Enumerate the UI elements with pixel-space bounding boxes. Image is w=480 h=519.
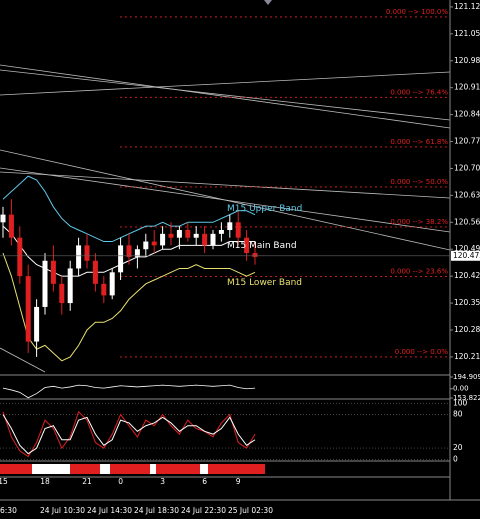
- date-label: 25 Jul 02:30: [228, 506, 273, 515]
- y-tick-label: 121.120: [454, 2, 480, 11]
- fib-label: 0.000 --> 61.8%: [390, 138, 448, 146]
- fib-label: 0.000 --> 50.0%: [390, 178, 448, 186]
- candle-body: [134, 249, 140, 257]
- trend-line: [0, 69, 451, 121]
- y-tick-label: 120.210: [454, 352, 480, 361]
- band-line: [2, 252, 256, 362]
- x-tick-label: 21: [82, 477, 92, 486]
- date-label: 24 Jul 18:30: [134, 506, 179, 515]
- date-label: 24 Jul 10:30: [40, 506, 85, 515]
- fib-label: 0.000 --> 23.6%: [390, 268, 448, 276]
- candle-body: [185, 230, 191, 238]
- y-tick-label: 120.560: [454, 217, 480, 226]
- y-tick-label: 120.770: [454, 137, 480, 146]
- candle-body: [210, 233, 216, 246]
- y-tick-label: 120.490: [454, 244, 480, 253]
- candle-body: [252, 253, 258, 257]
- y-tick-label: 80: [453, 410, 463, 419]
- trend-line: [0, 167, 451, 233]
- signal-bar: [200, 464, 208, 474]
- candle-body: [244, 237, 250, 254]
- date-label: 24 Jul 22:30: [181, 506, 226, 515]
- candle-body: [118, 245, 124, 273]
- candle-body: [84, 245, 90, 261]
- y-tick-label: 20: [453, 443, 463, 452]
- fib-label: 0.000 --> 0.0%: [395, 348, 449, 356]
- candle-body: [151, 241, 157, 246]
- candle-body: [227, 222, 233, 230]
- candle-body: [235, 222, 241, 238]
- y-tick-label: 121.050: [454, 29, 480, 38]
- candle-body: [0, 214, 6, 223]
- y-tick-label: 120.420: [454, 271, 480, 280]
- trend-line: [0, 171, 451, 199]
- candle-body: [143, 241, 149, 250]
- y-tick-label: 120.350: [454, 298, 480, 307]
- candle-body: [8, 214, 14, 238]
- date-label: 24 Jul 14:30: [87, 506, 132, 515]
- stoch-line: [2, 414, 256, 455]
- candle-body: [101, 283, 107, 296]
- candle-body: [92, 260, 98, 284]
- candle-body: [193, 233, 199, 238]
- trend-line: [0, 64, 451, 129]
- candle-body: [218, 230, 224, 234]
- candle-body: [50, 260, 56, 284]
- x-tick-label: 0: [118, 477, 123, 486]
- signal-bar: [150, 464, 156, 474]
- signal-bar: [32, 464, 70, 474]
- trend-lines: [0, 64, 451, 373]
- fib-label: 0.000 --> 76.4%: [390, 88, 448, 96]
- band-label: M15 Main Band: [227, 241, 297, 251]
- y-tick-label: 120.980: [454, 56, 480, 65]
- trend-line: [0, 71, 451, 96]
- panel-borders: [0, 0, 480, 501]
- signal-bar: [0, 464, 265, 474]
- candle-body: [109, 272, 115, 296]
- candle-body: [59, 283, 65, 304]
- date-label: 6:30: [0, 506, 17, 515]
- last-price-label: 120.473: [453, 251, 480, 260]
- signal-strip: [0, 464, 265, 474]
- y-tick-label: 153.822: [453, 394, 480, 402]
- band-label: M15 Upper Band: [227, 204, 302, 214]
- y-tick-label: 120.630: [454, 190, 480, 199]
- y-tick-label: 100: [453, 398, 468, 407]
- candle-body: [34, 306, 40, 342]
- candle-body: [160, 233, 166, 246]
- x-tick-label: 15: [0, 477, 8, 486]
- scroll-marker: [264, 0, 272, 5]
- trend-line: [0, 347, 46, 373]
- candle-body: [176, 230, 182, 238]
- candle-body: [67, 268, 73, 304]
- candle-body: [42, 260, 48, 307]
- y-tick-label: 0.00: [453, 385, 469, 393]
- candle-body: [202, 233, 208, 246]
- band-line: [2, 175, 256, 243]
- last-price-box: [451, 250, 480, 261]
- stoch-line: [2, 410, 256, 458]
- y-tick-label: 120.280: [454, 325, 480, 334]
- candle-body: [168, 233, 174, 238]
- signal-bar: [100, 464, 110, 474]
- osc-line: [2, 384, 256, 399]
- y-tick-label: 120.840: [454, 110, 480, 119]
- y-tick-label: 0: [453, 454, 458, 463]
- x-tick-label: 18: [40, 477, 50, 486]
- band-label: M15 Lower Band: [227, 278, 302, 288]
- x-tick-label: 6: [202, 477, 207, 486]
- candle-body: [25, 276, 31, 342]
- fib-label: 0.000 --> 38.2%: [390, 218, 448, 226]
- y-tick-label: 120.910: [454, 83, 480, 92]
- candle-body: [17, 237, 23, 277]
- y-tick-label: 120.700: [454, 163, 480, 172]
- x-tick-label: 3: [160, 477, 165, 486]
- fib-label: 0.000 --> 100.0%: [386, 8, 448, 16]
- x-tick-label: 9: [236, 477, 241, 486]
- y-tick-label: 194.9097: [453, 373, 480, 381]
- candle-body: [76, 245, 82, 269]
- candle-body: [126, 245, 132, 257]
